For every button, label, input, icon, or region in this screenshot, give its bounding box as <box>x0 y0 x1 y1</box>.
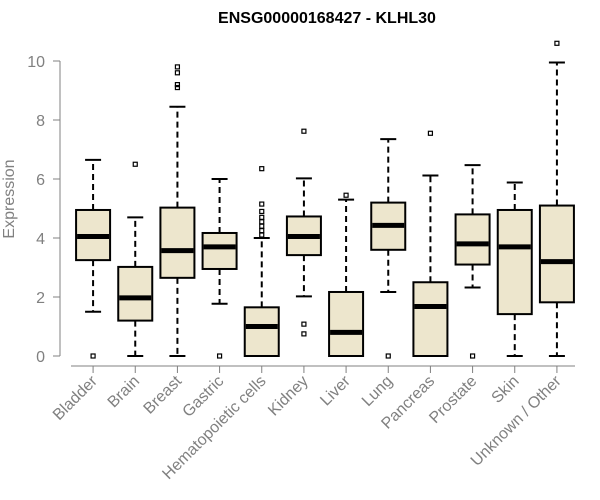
outlier-point <box>259 228 265 234</box>
box-group <box>75 158 112 359</box>
box-group <box>412 130 449 357</box>
outlier-point <box>174 81 181 88</box>
x-tick-label: Liver <box>317 372 354 409</box>
outlier-point <box>301 331 307 337</box>
outlier-point <box>259 201 265 207</box>
outlier-point <box>259 223 265 229</box>
box-group <box>243 166 280 358</box>
x-tick-label: Bladder <box>50 372 101 423</box>
box-group <box>370 138 407 359</box>
x-tick-label: Lung <box>359 373 396 410</box>
outlier-point <box>469 353 476 359</box>
box <box>159 206 196 279</box>
outlier-point <box>259 214 265 220</box>
outlier-point <box>427 130 434 136</box>
box <box>538 204 575 304</box>
y-tick-label: 10 <box>27 54 45 71</box>
box-group <box>285 128 322 337</box>
y-tick-label: 2 <box>36 290 45 307</box>
boxes <box>75 40 575 359</box>
outlier-point <box>259 166 265 172</box>
outlier-point <box>301 321 307 327</box>
box <box>496 208 533 316</box>
box <box>117 265 154 322</box>
y-tick-label: 8 <box>36 113 45 130</box>
box-group <box>454 164 491 359</box>
x-tick-label: Breast <box>141 372 186 417</box>
x-tick-label: Prostate <box>426 373 480 427</box>
box-group <box>538 40 575 357</box>
outlier-point <box>216 353 223 359</box>
outlier-point <box>174 84 181 91</box>
y-tick-label: 0 <box>36 349 45 366</box>
box <box>454 213 491 266</box>
y-axis-label: Expression <box>1 159 18 238</box>
outlier-point <box>259 208 265 215</box>
box <box>201 231 238 270</box>
box-group <box>117 161 154 357</box>
y-tick-label: 6 <box>36 172 45 189</box>
y-ticks: 0 2 4 6 8 10 <box>27 54 60 366</box>
y-tick-label: 4 <box>36 231 45 248</box>
x-tick-label: Kidney <box>265 373 312 420</box>
box <box>412 281 449 357</box>
outlier-point <box>174 70 181 76</box>
outlier-point <box>301 128 307 134</box>
box-group <box>328 192 365 357</box>
outlier-point <box>385 353 391 359</box>
box <box>328 290 365 357</box>
x-tick-label: Skin <box>489 373 523 407</box>
outlier-point <box>132 161 138 167</box>
chart-title: ENSG00000168427 - KLHL30 <box>218 10 436 27</box>
outlier-point <box>343 192 349 198</box>
outlier-point <box>259 232 265 238</box>
outlier-point <box>90 353 96 359</box>
box <box>243 306 280 358</box>
outlier-point <box>259 219 265 225</box>
box-group <box>159 64 196 357</box>
outlier-point <box>554 40 560 46</box>
outlier-point <box>174 64 181 70</box>
x-tick-label: Brain <box>105 373 143 411</box>
box-group <box>201 178 238 359</box>
box-group <box>496 181 533 357</box>
